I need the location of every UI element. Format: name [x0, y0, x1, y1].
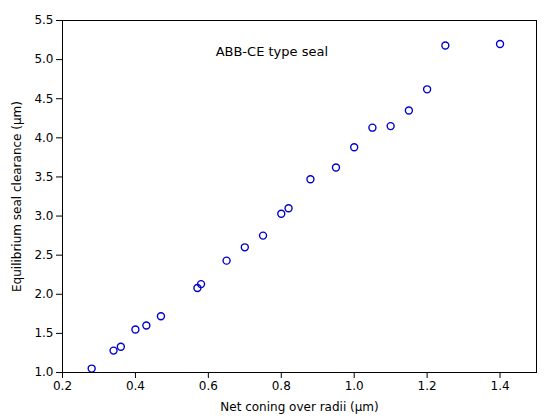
svg-text:1.0: 1.0 — [345, 379, 364, 393]
svg-text:Net coning over radii (μm): Net coning over radii (μm) — [220, 400, 378, 414]
svg-text:5.5: 5.5 — [34, 13, 53, 27]
svg-text:0.6: 0.6 — [199, 379, 218, 393]
svg-text:1.4: 1.4 — [490, 379, 509, 393]
svg-text:Equilibrium seal clearance (μm: Equilibrium seal clearance (μm) — [10, 101, 24, 292]
svg-text:2.5: 2.5 — [34, 248, 53, 262]
svg-text:2.0: 2.0 — [34, 287, 53, 301]
svg-text:1.0: 1.0 — [34, 365, 53, 379]
svg-text:0.4: 0.4 — [126, 379, 145, 393]
svg-text:ABB-CE type seal: ABB-CE type seal — [216, 44, 328, 59]
svg-text:0.2: 0.2 — [53, 379, 72, 393]
svg-text:0.8: 0.8 — [272, 379, 291, 393]
svg-text:5.0: 5.0 — [34, 52, 53, 66]
svg-text:1.5: 1.5 — [34, 326, 53, 340]
svg-text:3.0: 3.0 — [34, 209, 53, 223]
svg-text:4.5: 4.5 — [34, 92, 53, 106]
svg-text:1.2: 1.2 — [418, 379, 437, 393]
svg-text:3.5: 3.5 — [34, 170, 53, 184]
svg-text:4.0: 4.0 — [34, 131, 53, 145]
